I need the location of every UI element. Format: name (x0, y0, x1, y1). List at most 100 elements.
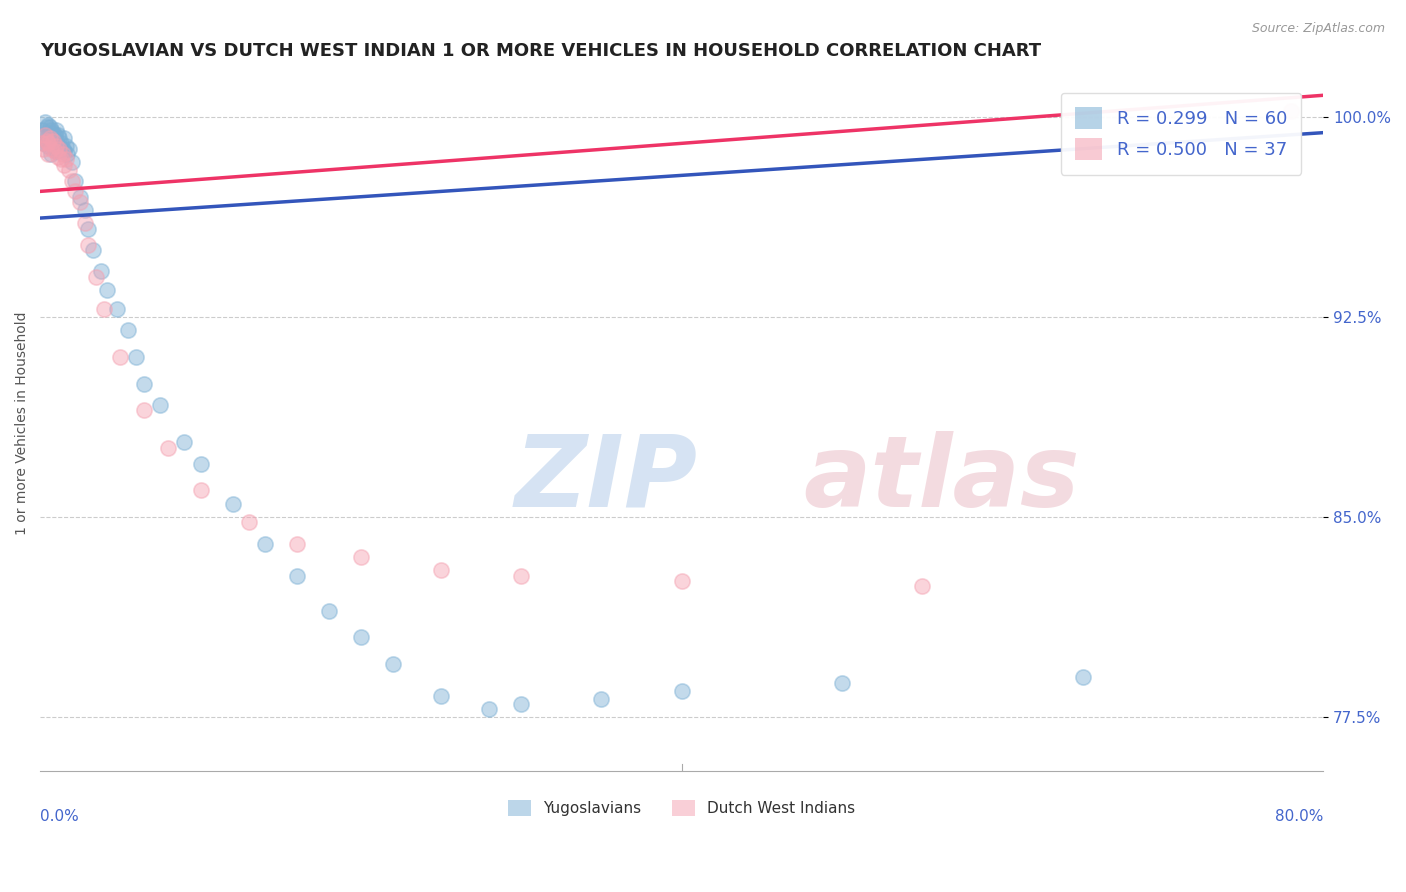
Point (51, 147, 73, 161)
Point (56, 147, 79, 161)
Point (350, 550, 373, 565)
Point (157, 441, 180, 455)
Point (44, 128, 66, 143)
Point (55, 139, 77, 153)
Point (48, 131, 70, 145)
Point (65, 174, 87, 188)
Point (510, 697, 533, 711)
Point (90, 264, 112, 278)
Point (134, 403, 156, 417)
Point (510, 569, 533, 583)
Point (49, 136, 72, 151)
Point (350, 630, 373, 644)
Point (82, 243, 104, 257)
Text: 80.0%: 80.0% (1275, 809, 1323, 824)
Point (382, 657, 405, 671)
Point (73, 216, 96, 230)
Point (46, 139, 69, 153)
Point (41, 147, 63, 161)
Legend: Yugoslavians, Dutch West Indians: Yugoslavians, Dutch West Indians (502, 794, 862, 822)
Point (318, 603, 340, 617)
Point (96, 283, 118, 297)
Point (671, 574, 693, 589)
Point (41, 142, 63, 156)
Point (45, 123, 67, 137)
Point (591, 691, 613, 706)
Point (430, 689, 453, 703)
Text: atlas: atlas (804, 431, 1080, 528)
Point (38, 120, 60, 135)
Point (285, 537, 308, 551)
Point (45, 139, 67, 153)
Point (41, 123, 63, 137)
Point (32, 142, 55, 156)
Point (38, 134, 60, 148)
Point (671, 683, 693, 698)
Point (190, 483, 212, 498)
Point (69, 195, 91, 210)
Point (430, 564, 453, 578)
Point (110, 350, 132, 364)
Point (49, 153, 72, 167)
Text: Source: ZipAtlas.com: Source: ZipAtlas.com (1251, 22, 1385, 36)
Point (190, 457, 212, 471)
Point (35, 134, 58, 148)
Point (51, 142, 73, 156)
Point (117, 323, 139, 337)
Point (53, 131, 76, 145)
Point (46, 128, 69, 143)
Point (37, 147, 59, 161)
Text: YUGOSLAVIAN VS DUTCH WEST INDIAN 1 OR MORE VEHICLES IN HOUSEHOLD CORRELATION CHA: YUGOSLAVIAN VS DUTCH WEST INDIAN 1 OR MO… (41, 42, 1042, 60)
Point (84, 269, 107, 284)
Point (34, 128, 56, 143)
Point (35, 120, 58, 135)
Point (37, 118, 59, 132)
Point (238, 516, 260, 530)
Point (38, 131, 60, 145)
Text: ZIP: ZIP (515, 431, 697, 528)
Point (478, 702, 501, 716)
Point (285, 569, 308, 583)
Point (37, 128, 59, 143)
Point (77, 237, 100, 252)
Point (93, 301, 115, 316)
Point (42, 126, 65, 140)
Point (53, 158, 76, 172)
Point (46, 150, 69, 164)
Point (34, 115, 56, 129)
Point (65, 185, 87, 199)
Point (149, 398, 172, 412)
Point (173, 435, 195, 450)
Point (41, 136, 63, 151)
Point (125, 350, 148, 364)
Point (105, 301, 128, 316)
Point (221, 497, 243, 511)
Point (253, 537, 276, 551)
Point (32, 136, 55, 151)
Point (35, 134, 58, 148)
Point (45, 134, 67, 148)
Text: 0.0%: 0.0% (41, 809, 79, 824)
Point (1279, 104, 1302, 119)
Y-axis label: 1 or more Vehicles in Household: 1 or more Vehicles in Household (15, 312, 30, 535)
Point (44, 145, 66, 159)
Point (42, 134, 65, 148)
Point (53, 145, 76, 159)
Point (60, 174, 83, 188)
Point (77, 221, 100, 235)
Point (911, 580, 934, 594)
Point (44, 142, 66, 156)
Point (73, 203, 96, 218)
Point (37, 139, 59, 153)
Point (55, 153, 77, 167)
Point (831, 675, 853, 690)
Point (48, 142, 70, 156)
Point (1071, 670, 1094, 684)
Point (31, 123, 53, 137)
Point (58, 142, 80, 156)
Point (69, 190, 91, 204)
Point (60, 155, 83, 169)
Point (58, 163, 80, 178)
Point (45, 145, 67, 159)
Point (134, 376, 156, 391)
